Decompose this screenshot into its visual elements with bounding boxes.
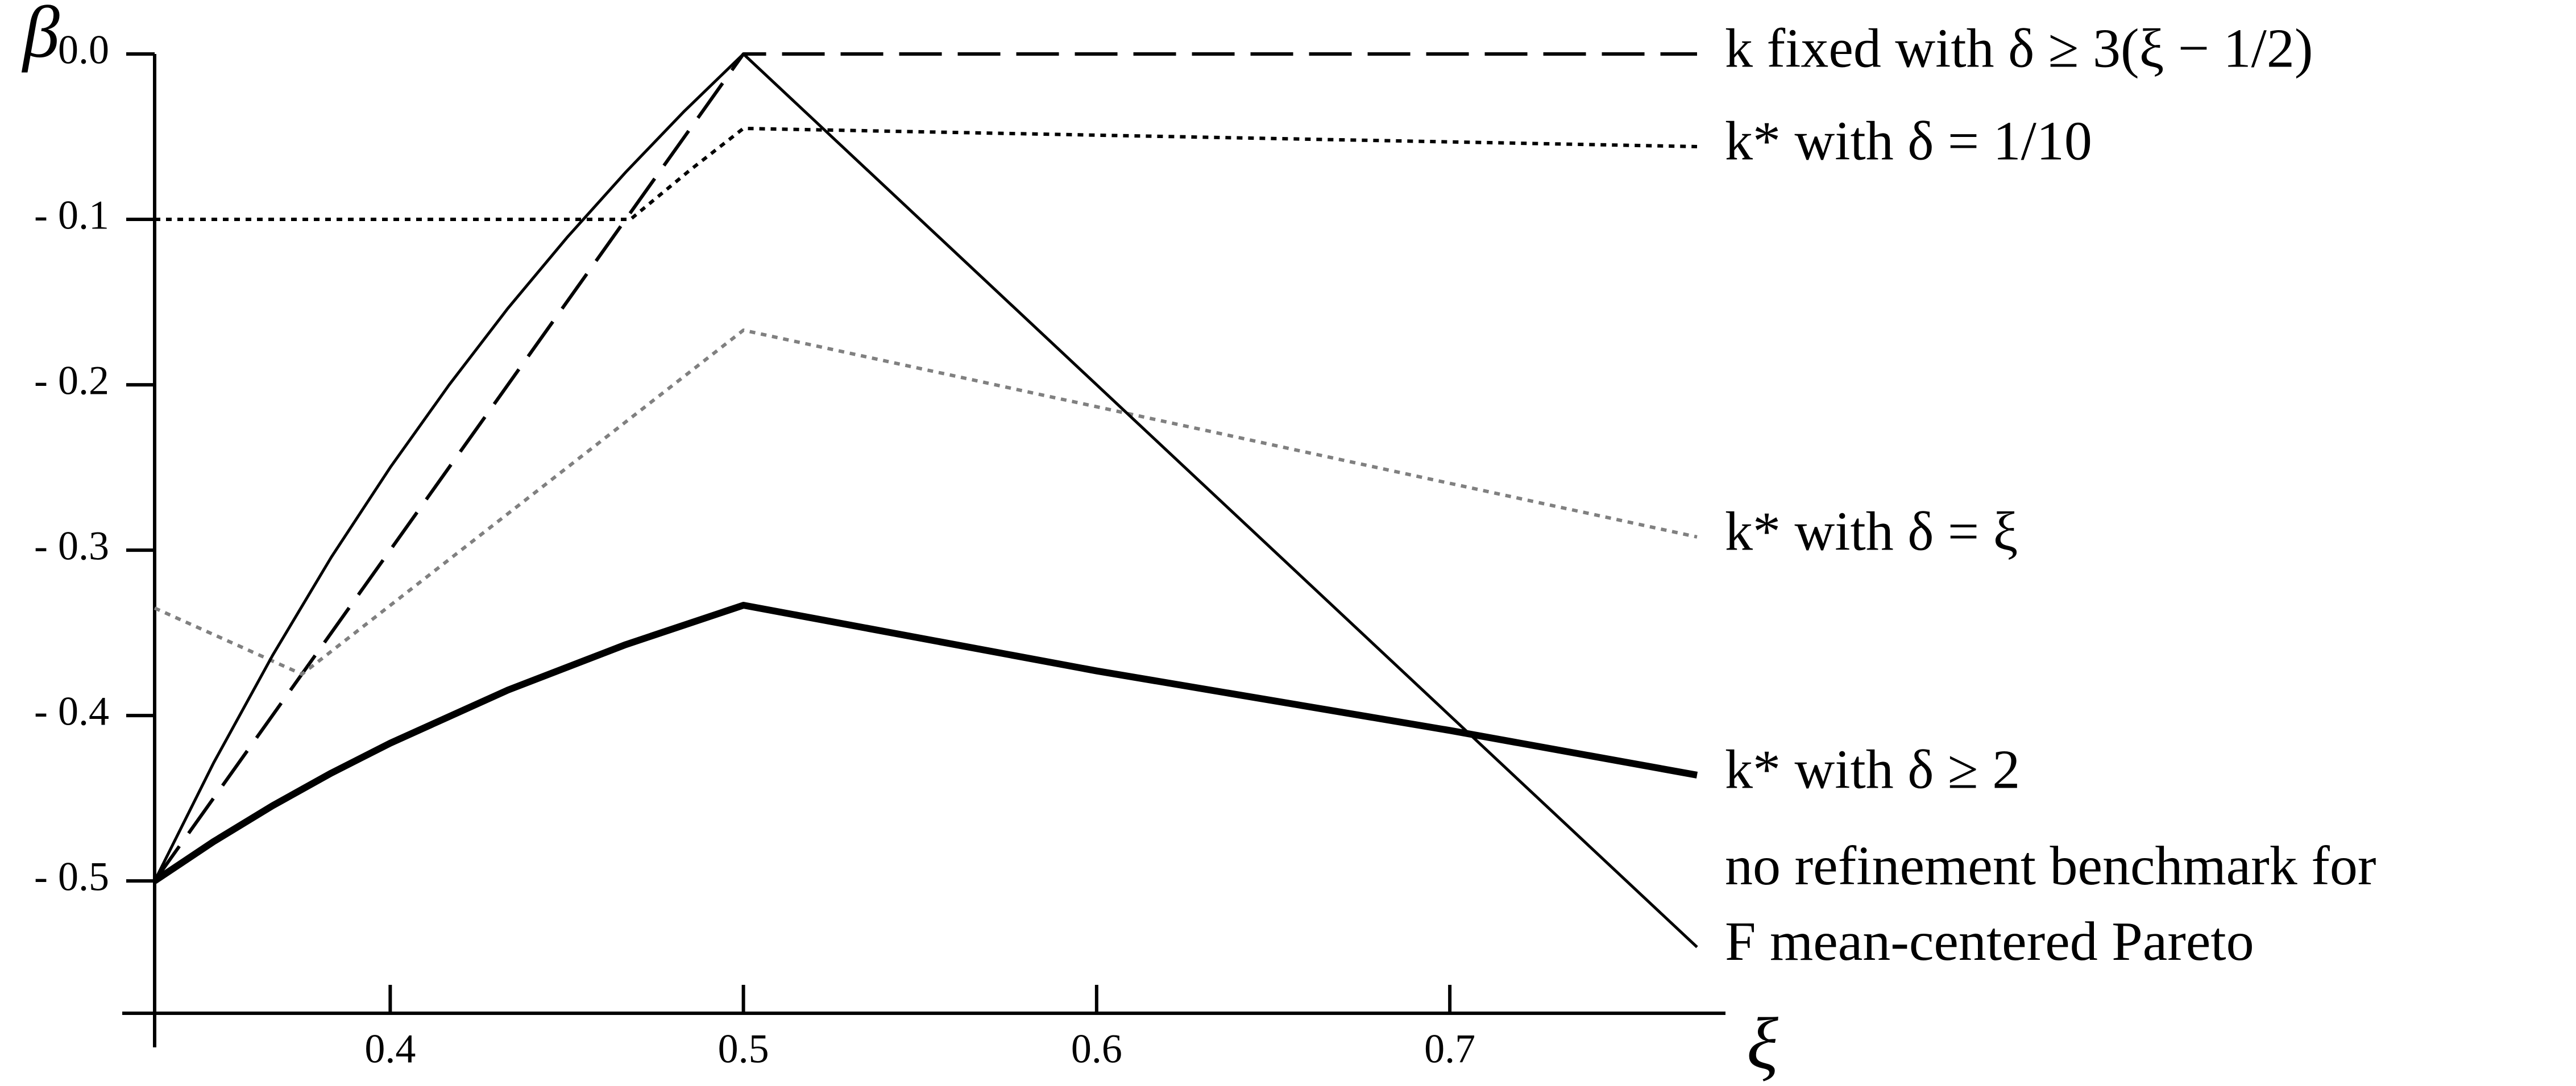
series-label: k* with δ = 1/10 [1725, 110, 2092, 172]
series-line [153, 52, 1697, 882]
series-label: k fixed with δ ≥ 3(ξ − 1/2) [1725, 18, 2313, 79]
y-tick-label: 0.0 [58, 27, 109, 73]
y-tick-label: - 0.3 [34, 523, 109, 569]
series-line [155, 126, 1698, 222]
y-tick-label: - 0.1 [34, 193, 109, 238]
x-tick-label: 0.6 [1071, 1026, 1122, 1072]
x-tick-label: 0.4 [364, 1026, 416, 1072]
x-axis-label: ξ [1747, 1003, 1778, 1085]
series-label: no refinement benchmark for [1725, 835, 2376, 897]
x-tick-label: 0.7 [1424, 1026, 1475, 1072]
x-tick-label: 0.5 [718, 1026, 769, 1072]
y-axis-label: β [21, 0, 60, 73]
series-line [152, 602, 1698, 884]
series-label: F mean-centered Pareto [1725, 911, 2254, 972]
y-tick-label: - 0.2 [34, 358, 109, 403]
series-line [153, 52, 1698, 948]
series-line [154, 328, 1698, 676]
series-label: k* with δ ≥ 2 [1725, 739, 2020, 800]
series-label: k* with δ = ξ [1725, 501, 2018, 562]
y-tick-label: - 0.5 [34, 854, 109, 900]
y-tick-label: - 0.4 [34, 689, 109, 734]
